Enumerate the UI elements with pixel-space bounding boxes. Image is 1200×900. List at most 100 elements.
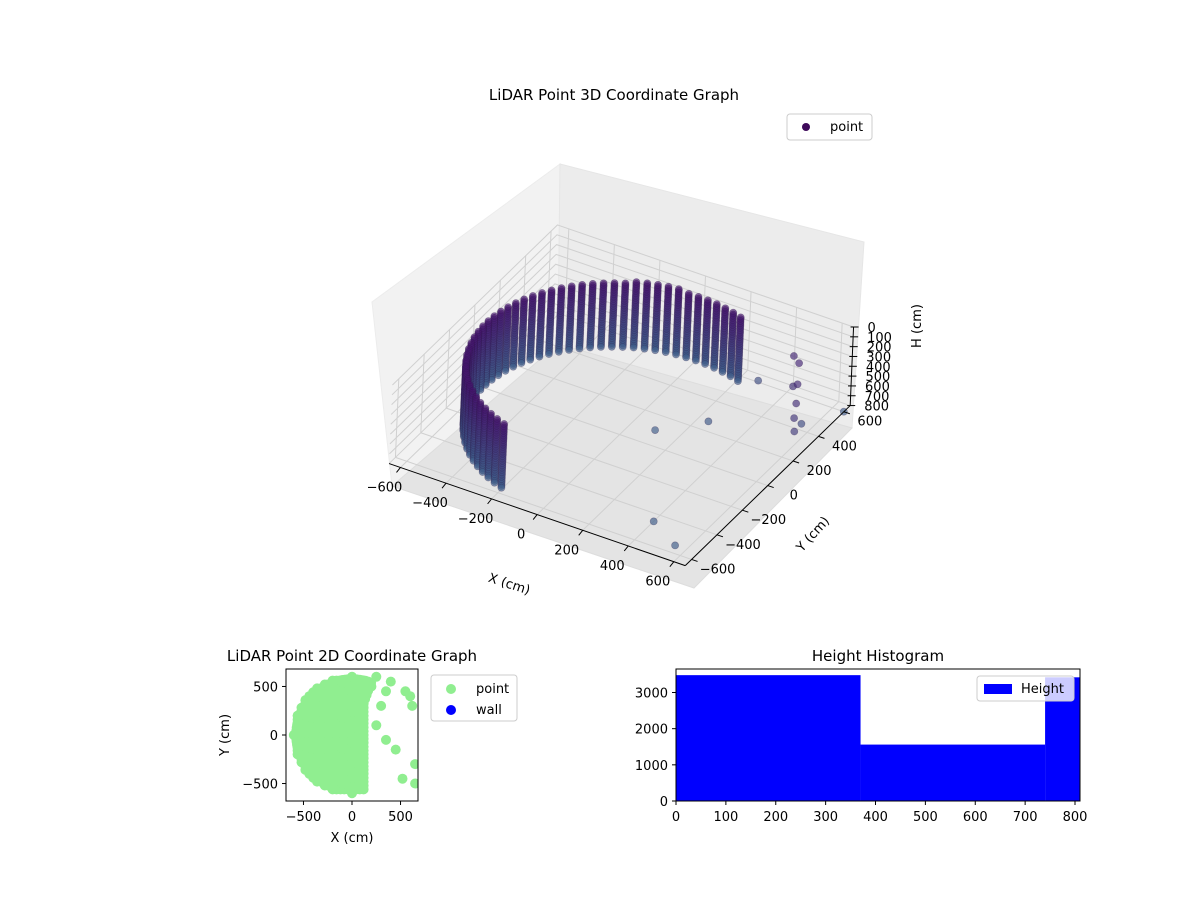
x-tick-label: −200	[458, 512, 494, 527]
z-tick-label: 0	[868, 321, 876, 336]
point-3d	[797, 419, 806, 428]
point-3d	[618, 343, 627, 351]
point-2d	[381, 734, 391, 745]
point-3d	[517, 359, 526, 367]
chart-3d-points	[459, 278, 848, 550]
histogram-x-tick-label: 400	[863, 810, 888, 825]
z-tick-label: 300	[866, 350, 891, 365]
histogram-legend: Height	[976, 675, 1075, 702]
point-2d	[385, 676, 396, 687]
point-3d	[651, 346, 660, 355]
histogram-y-tick-label: 1000	[635, 759, 668, 774]
chart-3d-axes: −600−400−2000200400600−600−400−200020040…	[367, 321, 892, 590]
point-2d	[366, 681, 377, 692]
histogram-frame	[675, 668, 1081, 802]
point-2d	[390, 744, 401, 755]
point-2d	[358, 675, 369, 686]
point-3d	[718, 367, 727, 376]
point-3d	[597, 342, 605, 351]
grid-wall-z-6	[389, 283, 852, 445]
point-2d	[410, 759, 418, 770]
chart-2d-legend: point wall	[430, 674, 518, 722]
histogram-bar	[860, 744, 1046, 801]
y-tick	[843, 411, 851, 415]
point-2d	[407, 700, 418, 711]
y-tick-label: 400	[832, 439, 857, 454]
point-3d	[554, 347, 563, 356]
grid-wall-z-3	[390, 253, 853, 415]
y-tick	[767, 485, 774, 489]
z-tick-label: 800	[864, 400, 889, 415]
legend-point-marker-2d	[446, 684, 456, 694]
y-tick	[742, 509, 749, 513]
histogram-x-tick-label: 300	[813, 810, 838, 825]
x-tick	[623, 545, 629, 552]
point-2d	[405, 691, 416, 702]
grid-wall-z-5	[389, 273, 852, 435]
x-tick	[441, 482, 447, 489]
point-3d	[640, 344, 649, 353]
point-3d	[754, 376, 763, 385]
chart-2d-x-tick-label: 500	[388, 810, 413, 825]
x-axis-line	[388, 463, 686, 567]
point-3d	[535, 352, 544, 361]
point-3d	[792, 399, 801, 408]
z-tick-label: 400	[866, 360, 891, 375]
y-tick-label: −600	[700, 562, 736, 577]
histogram-y-tick-label: 2000	[635, 723, 668, 738]
x-tick	[396, 467, 401, 473]
point-2d	[371, 671, 382, 682]
histogram-x-tick-label: 100	[713, 810, 738, 825]
histogram-bars	[676, 675, 1080, 801]
legend-height-swatch	[984, 684, 1012, 694]
y-tick-label: 0	[790, 489, 798, 504]
point-3d	[671, 541, 679, 550]
point-3d	[586, 343, 594, 352]
x-axis-label: X (cm)	[486, 571, 532, 599]
histogram-title: Height Histogram	[812, 647, 944, 665]
point-3d	[545, 350, 553, 358]
point-2d	[381, 686, 391, 697]
grid-wall-z-1	[391, 234, 854, 396]
grid-floor-y-3	[471, 383, 768, 487]
x-tick	[578, 529, 584, 536]
point-3d	[710, 363, 718, 372]
point-3d	[565, 345, 573, 354]
histogram-x-tick-label: 700	[1013, 810, 1038, 825]
y-axis-line	[684, 405, 851, 566]
chart-2d-title: LiDAR Point 2D Coordinate Graph	[227, 647, 477, 665]
grid-wall-z-4	[390, 263, 853, 425]
point-3d	[526, 355, 535, 364]
point-3d	[497, 483, 506, 492]
point-3d	[734, 377, 742, 385]
histogram-x-tick-label: 500	[913, 810, 938, 825]
chart-2d-ylabel: Y (cm)	[218, 714, 233, 757]
histogram-x-tick-label: 800	[1063, 810, 1088, 825]
z-tick-label: 200	[867, 341, 892, 356]
chart-2d-xlabel: X (cm)	[331, 831, 374, 846]
point-3d	[790, 414, 798, 422]
floor-pane	[391, 343, 853, 589]
point-3d	[795, 359, 803, 368]
x-tick-label: −400	[412, 496, 448, 511]
point-3d	[607, 342, 616, 351]
chart-2d-x-tick-label: 0	[348, 810, 356, 825]
z-tick-label: 500	[865, 370, 890, 385]
histogram-y-tick-label: 3000	[635, 687, 668, 702]
histogram-ticks: 0 100 200 300 400 500 600 700 800 0 1000 2000 3000	[635, 687, 1088, 825]
z-tick-label: 600	[865, 380, 890, 395]
point-3d	[672, 350, 680, 359]
x-tick	[487, 498, 492, 505]
point-3d	[661, 348, 670, 356]
legend-point-marker	[802, 123, 810, 131]
point-3d	[793, 380, 802, 389]
y-tick-label: −200	[750, 513, 786, 528]
y-tick	[716, 534, 724, 538]
grid-floor-y-0	[395, 456, 692, 560]
point-3d	[701, 360, 709, 368]
legend-wall-marker	[446, 705, 456, 715]
y-tick	[792, 460, 800, 464]
chart-3d-title: LiDAR Point 3D Coordinate Graph	[489, 86, 739, 104]
x-tick-label: 400	[600, 559, 625, 574]
